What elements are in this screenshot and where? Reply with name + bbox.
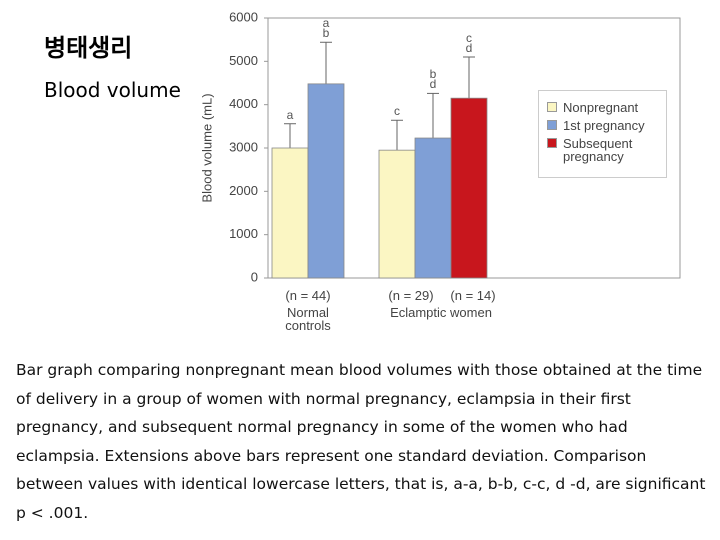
legend-label: 1st pregnancy	[563, 118, 645, 133]
y-tick-label: 1000	[229, 226, 258, 241]
y-tick-label: 2000	[229, 183, 258, 198]
y-axis-label: Blood volume (mL)	[199, 93, 214, 202]
caption: Bar graph comparing nonpregnant mean blo…	[16, 361, 706, 522]
legend-label: Subsequent pregnancy	[563, 136, 633, 164]
x-tick-label: Normal controls	[285, 305, 331, 333]
sample-size: (n = 44)	[285, 288, 331, 303]
significance-letter: b d	[429, 67, 437, 92]
bar	[414, 137, 452, 279]
bar	[307, 83, 345, 279]
sample-size: (n = 29)	[388, 288, 434, 303]
significance-letter: c d	[465, 31, 473, 55]
bar	[378, 149, 416, 279]
slide-subtitle: Blood volume	[44, 78, 181, 102]
legend-label: Nonpregnant	[563, 100, 639, 115]
legend-swatch	[547, 138, 557, 148]
legend-swatch	[547, 102, 557, 112]
bar	[271, 147, 309, 279]
y-tick-label: 6000	[229, 9, 258, 24]
y-tick-label: 5000	[229, 53, 258, 68]
legend-swatch	[547, 120, 557, 130]
y-tick-label: 0	[251, 269, 258, 284]
y-tick-label: 3000	[229, 139, 258, 154]
sample-size: (n = 14)	[450, 288, 496, 303]
significance-letter: a	[286, 107, 294, 122]
x-tick-label: Eclamptic women	[390, 305, 492, 320]
slide-title: 병태생리	[44, 34, 133, 62]
significance-letter: a b	[322, 16, 330, 41]
y-tick-label: 4000	[229, 96, 258, 111]
bar	[450, 97, 488, 279]
significance-letter: c	[394, 104, 400, 119]
legend: Nonpregnant 1st pregnancy Subsequent pregn…	[538, 90, 667, 178]
